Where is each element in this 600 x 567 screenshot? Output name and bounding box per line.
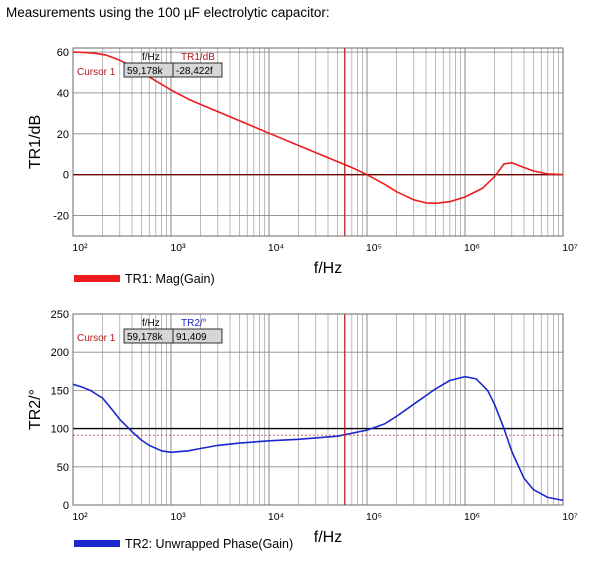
plot-frame [72,47,564,237]
x-axis-label: f/Hz [314,529,342,546]
y-axis-label: TR2/° [27,389,44,430]
plot-frame [72,313,564,506]
y-tick-label: 200 [51,347,69,359]
y-tick-label: 0 [63,170,69,182]
y-tick-label: 40 [57,88,69,100]
y-tick-label: 250 [51,309,69,321]
y-tick-label: 60 [57,47,69,59]
x-tick-label: 10³ [170,511,186,523]
cursor-col1-header: f/Hz [142,318,160,329]
y-tick-label: 150 [51,385,69,397]
legend-swatch [74,275,120,282]
legend-label: TR2: Unwrapped Phase(Gain) [125,537,293,551]
cursor-col2-value: -28,422f [176,66,213,77]
cursor-label: Cursor 1 [77,333,116,344]
x-tick-label: 10⁶ [464,242,480,254]
chart-2: 10² 10³ 10⁴ 10⁵ 10⁶ 10⁷ 250 200 150 100 50 0 f/Hz TR2… [27,309,578,551]
page-heading: Measurements using the 100 µF electrolyt… [6,5,330,20]
x-tick-label: 10² [72,511,88,523]
cursor-label: Cursor 1 [77,67,116,78]
plot-area [73,314,563,505]
x-tick-label: 10⁶ [464,511,480,523]
y-tick-label: 50 [57,462,69,474]
cursor-col1-value: 59,178k [127,66,164,77]
x-axis-label: f/Hz [314,260,342,277]
x-tick-label: 10⁴ [268,511,284,523]
cursor-col2-value: 91,409 [176,332,207,343]
x-tick-label: 10² [72,242,88,254]
y-tick-label: -20 [53,211,69,223]
y-axis-label: TR1/dB [27,115,44,169]
x-tick-label: 10⁵ [366,511,382,523]
x-tick-label: 10⁵ [366,242,382,254]
x-tick-label: 10⁴ [268,242,284,254]
legend-label: TR1: Mag(Gain) [125,272,215,286]
legend-swatch [74,540,120,547]
x-tick-label: 10³ [170,242,186,254]
y-tick-label: 0 [63,500,69,512]
cursor-col2-header: TR1/dB [181,52,215,63]
cursor-col1-value: 59,178k [127,332,164,343]
cursor-col2-header: TR2/° [181,318,207,329]
cursor-col1-header: f/Hz [142,52,160,63]
x-tick-label: 10⁷ [562,242,578,254]
y-tick-label: 20 [57,129,69,141]
x-tick-label: 10⁷ [562,511,578,523]
chart-1: 10² 10³ 10⁴ 10⁵ 10⁶ 10⁷ 60 40 20 0 -20 f/Hz TR1/dB Cu… [27,47,578,286]
series-line [72,375,564,502]
y-tick-label: 100 [51,424,69,436]
